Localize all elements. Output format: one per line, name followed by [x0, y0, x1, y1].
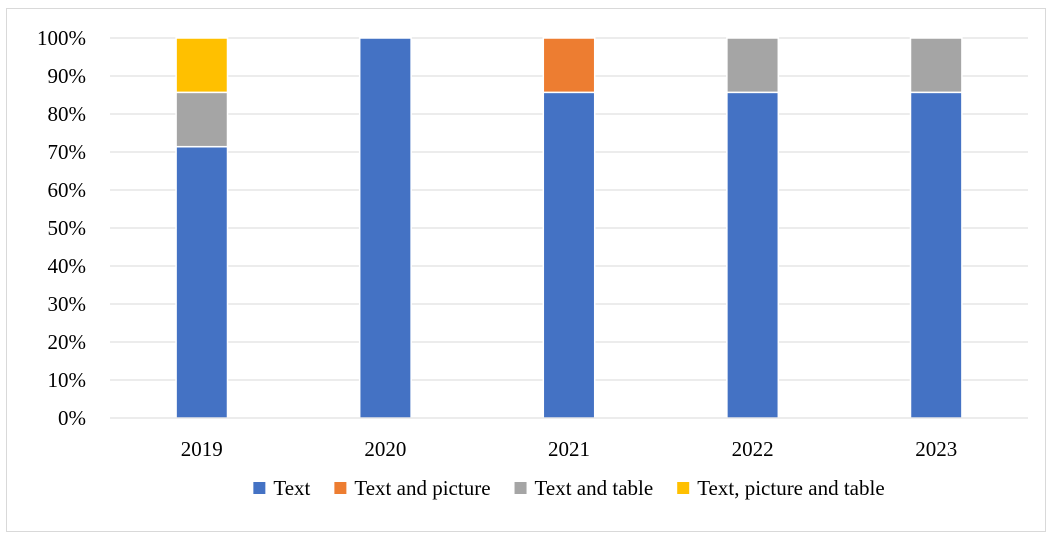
x-tick-label: 2020	[364, 437, 406, 461]
y-tick-label: 0%	[58, 406, 86, 430]
legend-swatch	[253, 482, 266, 494]
x-tick-label: 2022	[732, 437, 774, 461]
legend-item: Text and table	[514, 476, 654, 500]
axes: 0% 10% 20% 30% 40% 50% 60% 70% 80% 90% 100% 2019 202…	[37, 26, 1028, 461]
y-tick-label: 10%	[48, 368, 87, 392]
legend-label: Text and picture	[354, 476, 490, 500]
legend-label: Text	[273, 476, 310, 500]
bar-segment	[909, 37, 963, 94]
y-tick-label: 90%	[48, 64, 87, 88]
bar-segment	[175, 37, 229, 94]
y-tick-label: 70%	[48, 140, 87, 164]
legend-item: Text	[253, 476, 311, 500]
x-tick-label: 2023	[915, 437, 957, 461]
legend-label: Text, picture and table	[697, 476, 884, 500]
y-tick-label: 30%	[48, 292, 87, 316]
legend-item: Text and picture	[334, 476, 491, 500]
bar-segment	[542, 91, 596, 419]
legend: Text Text and picture Text and table Text, …	[253, 476, 885, 500]
bar-segment	[726, 91, 780, 419]
bar-segment	[358, 37, 412, 419]
legend-label: Text and table	[535, 476, 654, 500]
legend-item: Text, picture and table	[677, 476, 885, 500]
x-tick-label: 2019	[181, 437, 223, 461]
legend-swatch	[677, 482, 690, 494]
y-tick-label: 80%	[48, 102, 87, 126]
bar-segment	[726, 37, 780, 94]
bar-segment	[175, 145, 229, 419]
bars	[175, 37, 963, 419]
legend-swatch	[334, 482, 347, 494]
y-tick-label: 20%	[48, 330, 87, 354]
bar-segment	[909, 91, 963, 419]
bar-segment	[542, 37, 596, 94]
y-tick-label: 60%	[48, 178, 87, 202]
x-tick-label: 2021	[548, 437, 590, 461]
y-tick-label: 40%	[48, 254, 87, 278]
y-tick-label: 50%	[48, 216, 87, 240]
y-tick-label: 100%	[37, 26, 86, 50]
legend-swatch	[514, 482, 527, 494]
bar-segment	[175, 91, 229, 148]
